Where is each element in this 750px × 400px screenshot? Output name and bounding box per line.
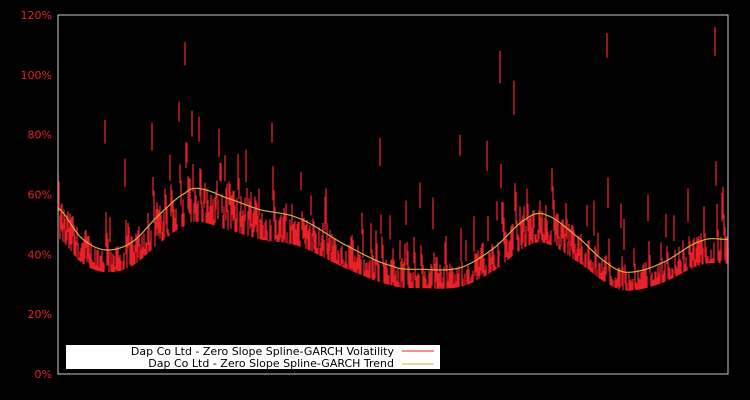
y-tick-label: 0% <box>35 368 52 381</box>
y-tick-label: 120% <box>21 9 52 22</box>
y-tick-label: 60% <box>28 189 52 202</box>
legend: Dap Co Ltd - Zero Slope Spline-GARCH Vol… <box>66 345 440 370</box>
y-tick-label: 100% <box>21 69 52 82</box>
legend-label-volatility: Dap Co Ltd - Zero Slope Spline-GARCH Vol… <box>131 345 395 358</box>
legend-box <box>66 345 440 369</box>
plot-frame <box>57 14 729 375</box>
legend-label-trend: Dap Co Ltd - Zero Slope Spline-GARCH Tre… <box>148 357 394 370</box>
y-axis-ticks: 0% 20% 40% 60% 80% 100% 120% <box>21 9 52 381</box>
y-tick-label: 80% <box>28 129 52 142</box>
y-tick-label: 20% <box>28 308 52 321</box>
y-tick-label: 40% <box>28 248 52 261</box>
trend-line <box>57 187 728 273</box>
